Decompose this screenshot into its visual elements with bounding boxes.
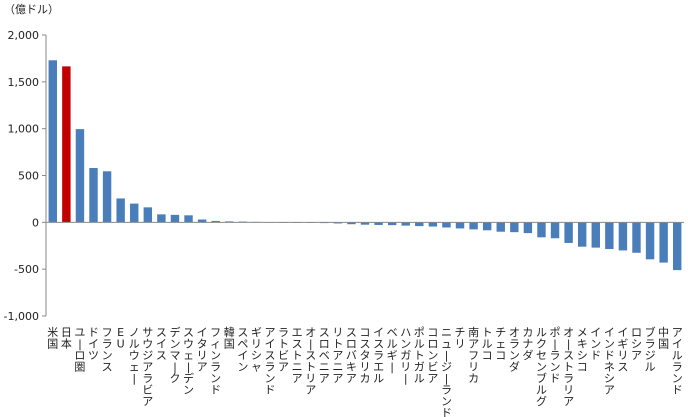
x-tick-label: フィンランド [210,326,221,397]
x-tick-label: サウジアラビア [142,326,153,408]
bar-37 [537,222,546,238]
x-tick-label: オランダ [509,326,520,374]
x-tick-label: アイルランド [672,326,683,397]
bar-32 [469,222,478,230]
bar-3 [75,129,85,223]
x-tick-label: イスラエル [373,326,384,385]
bar-25 [374,222,383,225]
y-tick-label: 500 [18,170,39,183]
x-tick-label: 韓国 [224,326,235,351]
x-tick-label: フランス [102,326,113,374]
x-tick-label: スロバキア [346,326,357,385]
bar-6 [116,198,125,223]
y-tick-label: 2,000 [8,29,40,42]
y-tick-label: 0 [32,216,39,229]
bar-23 [347,222,356,225]
bar-26 [387,222,397,226]
x-tick-label: コスタリカ [360,326,371,385]
x-tick-label: 米国 [47,326,58,351]
x-tick-label: 南アフリカ [468,326,479,385]
bar-38 [550,222,560,239]
x-tick-label: ドイツ [88,326,99,362]
x-tick-label: リトアニア [332,326,343,385]
bar-13 [211,220,220,223]
bar-11 [184,215,193,223]
x-tick-label: エストニア [292,326,303,385]
x-tick-label: ルクセンブルグ [536,326,547,408]
y-tick-label: -500 [14,263,39,276]
x-tick-label: 日本 [61,326,72,351]
bar-1 [48,60,57,223]
bar-45 [645,222,655,260]
x-tick-label: ニュ|ジ|ランド [441,326,452,417]
bar-39 [564,222,573,243]
x-tick-label: スイス [156,326,167,362]
bar-41 [591,222,600,248]
bar-42 [605,222,614,250]
bar-29 [428,222,438,227]
x-tick-label: ブラジル [645,325,656,374]
x-tick-label: イギリス [617,326,628,374]
x-tick-label: スペイン [237,326,248,374]
bar-34 [496,222,505,232]
bar-36 [523,222,533,234]
bar-28 [415,222,424,227]
x-tick-label: ポルトガル [414,326,425,385]
x-tick-label: イタリア [197,326,208,374]
x-tick-label: メキシコ [577,326,588,374]
x-tick-label: スロベニア [319,326,330,385]
x-tick-label: ラトビア [278,326,289,374]
x-tick-label: アイスランド [264,326,275,397]
bar-24 [360,222,370,225]
y-axis-unit-label: （億ドル） [4,3,59,16]
x-tick-label: ベルギ| [387,326,398,374]
x-tick-label: インド [590,326,601,362]
x-tick-label: カナダ [522,326,533,362]
x-tick-label: オ|ストラリア [563,326,574,408]
bar-4 [89,168,98,223]
bar-2 [62,66,71,223]
x-tick-label: ポ|ランド [550,326,561,385]
bar-9 [157,214,166,223]
x-tick-label: ロシア [631,326,642,362]
bar-33 [482,222,492,231]
x-tick-label: インドネシア [604,326,615,397]
y-tick-label: 1,000 [8,123,40,136]
y-tick-label: -1,000 [4,310,39,323]
bar-35 [510,222,519,233]
bar-22 [333,222,343,224]
x-tick-label: デンマ|ク [169,325,180,385]
x-tick-label: スウェ|デン [183,326,194,397]
bar-46 [659,222,668,263]
x-tick-label: チリ [455,326,466,351]
bar-44 [632,222,641,253]
x-tick-label: ハンガリ| [400,326,411,385]
x-tick-label: ギリシャ [251,326,262,374]
x-tick-label: コロンビア [427,326,438,385]
bar-8 [143,207,153,223]
bar-30 [442,222,451,228]
x-tick-label: トルコ [482,326,493,362]
bar-47 [673,222,682,271]
bar-10 [170,214,180,223]
x-tick-label: ノルウェ| [129,326,140,385]
x-tick-label: 中国 [658,326,669,351]
x-tick-label: ユ|ロ圏 [74,326,85,374]
bar-43 [618,222,628,251]
bar-31 [455,222,465,229]
x-tick-label: オ|ストリア [305,326,316,397]
y-tick-label: 1,500 [8,76,40,89]
bar-7 [130,203,139,223]
bar-40 [577,222,587,247]
bar-5 [102,171,112,223]
bar-27 [401,222,410,226]
x-tick-label: チェコ [495,326,506,362]
bar-12 [197,219,207,223]
